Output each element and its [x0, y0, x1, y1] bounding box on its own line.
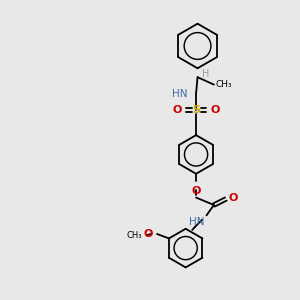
Text: O: O [210, 105, 219, 115]
Text: O: O [143, 229, 153, 239]
Text: O: O [173, 105, 182, 115]
Text: HN: HN [172, 88, 188, 98]
Text: CH₃: CH₃ [127, 231, 142, 240]
Text: CH₃: CH₃ [215, 80, 232, 89]
Text: H: H [202, 69, 209, 79]
Text: S: S [192, 105, 200, 115]
Text: O: O [191, 186, 201, 196]
Text: HN: HN [190, 217, 205, 227]
Text: O: O [228, 193, 238, 202]
